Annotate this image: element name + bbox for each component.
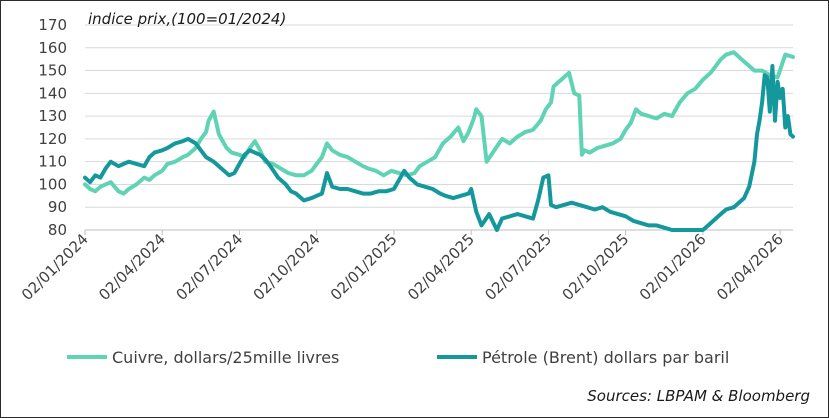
y-tick-label: 90 [48,198,67,216]
y-tick-label: 130 [38,107,67,125]
x-tick-label: 02/10/2025 [559,230,633,304]
y-axis: 80 90 100 110 120 130 140 150 160 170 [38,16,67,239]
series-group [83,50,795,232]
x-axis: 02/01/2024 02/04/2024 02/07/2024 02/10/2024… [18,229,793,304]
x-tick-label: 02/07/2025 [481,230,555,304]
chart-subtitle: indice prix,(100=01/2024) [88,10,286,28]
x-tick-label: 02/01/2024 [18,230,92,304]
x-tick-label: 02/01/2025 [327,230,401,304]
y-tick-label: 150 [38,62,67,80]
y-tick-label: 170 [38,16,67,34]
y-tick-label: 160 [38,39,67,57]
x-tick-label: 02/04/2026 [713,230,787,304]
x-tick-label: 02/07/2024 [172,230,246,304]
source-note: Sources: LBPAM & Bloomberg [587,387,810,405]
x-tick-label: 02/10/2024 [250,230,324,304]
legend: Cuivre, dollars/25mille livres Pétrole (… [67,348,729,367]
x-tick-label: 02/01/2026 [636,230,710,304]
legend-label-copper: Cuivre, dollars/25mille livres [112,348,339,367]
y-tick-label: 100 [38,175,67,193]
legend-label-brent: Pétrole (Brent) dollars par baril [482,348,729,367]
series-line-brent [83,64,795,232]
y-tick-label: 110 [38,153,67,171]
x-tick-label: 02/04/2024 [95,230,169,304]
y-tick-label: 120 [38,130,67,148]
grid [85,24,793,231]
series-line-copper [83,50,795,196]
y-tick-label: 80 [48,221,67,239]
x-tick-label: 02/04/2025 [404,230,478,304]
y-tick-label: 140 [38,84,67,102]
